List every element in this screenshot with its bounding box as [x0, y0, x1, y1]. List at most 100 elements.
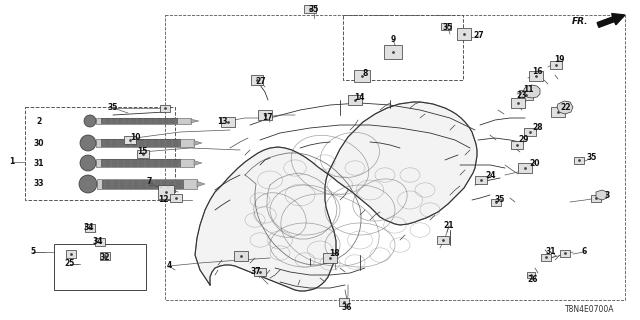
Text: 36: 36 [342, 303, 352, 313]
Text: 23: 23 [516, 92, 527, 100]
Text: 29: 29 [519, 135, 529, 145]
Text: 35: 35 [495, 196, 505, 204]
Text: 35: 35 [108, 103, 118, 113]
Bar [550, 61, 562, 69]
Bar [524, 128, 536, 136]
Circle shape [80, 135, 96, 151]
Text: 31: 31 [546, 247, 556, 257]
Text: 11: 11 [523, 84, 533, 93]
Bar [160, 105, 170, 112]
Bar [165, 15, 625, 300]
Text: 17: 17 [262, 113, 272, 122]
Bar [304, 5, 316, 13]
Text: 1: 1 [10, 157, 15, 166]
Text: 35: 35 [587, 154, 597, 163]
Text: 2: 2 [36, 116, 42, 125]
Text: 10: 10 [130, 133, 140, 142]
Text: 35: 35 [443, 23, 453, 33]
Text: FR.: FR. [572, 18, 588, 27]
Text: 33: 33 [34, 180, 44, 188]
Circle shape [80, 155, 96, 171]
Text: T8N4E0700A: T8N4E0700A [565, 306, 615, 315]
Bar [137, 150, 149, 158]
Text: 13: 13 [217, 117, 227, 126]
Text: 14: 14 [354, 92, 364, 101]
Text: 34: 34 [84, 223, 94, 233]
Text: 31: 31 [34, 158, 44, 167]
Text: 22: 22 [561, 102, 572, 111]
Text: 12: 12 [157, 196, 168, 204]
Text: 8: 8 [362, 69, 368, 78]
Bar [96, 139, 194, 148]
Text: 6: 6 [581, 247, 587, 257]
Bar [541, 254, 551, 261]
Polygon shape [197, 181, 205, 187]
Text: 27: 27 [256, 77, 266, 86]
Bar [96, 159, 194, 167]
Bar [437, 236, 449, 244]
Polygon shape [194, 140, 202, 145]
Bar [475, 176, 487, 184]
Bar [54, 244, 146, 290]
Polygon shape [194, 161, 202, 165]
Text: 3: 3 [604, 191, 610, 201]
Polygon shape [557, 101, 573, 114]
FancyArrow shape [597, 13, 625, 27]
Bar [96, 118, 191, 124]
Bar [101, 118, 178, 124]
Bar [491, 199, 501, 206]
Bar [457, 28, 471, 40]
Bar [221, 117, 235, 127]
Bar [234, 251, 248, 261]
Text: 4: 4 [166, 261, 172, 270]
Bar [170, 194, 182, 202]
Bar [511, 98, 525, 108]
Text: 34: 34 [93, 237, 103, 246]
Bar [519, 90, 533, 100]
Bar [574, 157, 584, 164]
Bar [323, 253, 337, 263]
Text: 18: 18 [329, 249, 339, 258]
Bar [518, 163, 532, 173]
Bar [591, 195, 601, 202]
Bar [551, 107, 565, 117]
Bar [95, 238, 105, 246]
Bar [560, 250, 570, 257]
Circle shape [79, 175, 97, 193]
Polygon shape [596, 190, 607, 200]
Bar [124, 136, 136, 144]
Text: 9: 9 [390, 36, 396, 44]
Bar [251, 75, 263, 85]
Text: 7: 7 [147, 178, 152, 187]
Bar [258, 110, 272, 120]
Bar [66, 250, 76, 258]
Bar [85, 224, 95, 232]
Bar [527, 272, 535, 278]
Bar [384, 45, 402, 59]
Text: 16: 16 [532, 68, 542, 76]
Text: 20: 20 [530, 158, 540, 167]
Bar [343, 15, 463, 80]
Bar [97, 179, 197, 189]
Bar [101, 139, 181, 147]
Bar [339, 298, 349, 306]
Bar [25, 107, 175, 200]
Text: 5: 5 [31, 247, 36, 257]
Polygon shape [191, 119, 199, 123]
Bar [529, 71, 543, 81]
Bar [100, 252, 110, 260]
Bar [441, 23, 451, 30]
Bar [254, 268, 266, 276]
Text: 15: 15 [137, 148, 147, 156]
Polygon shape [524, 85, 540, 98]
Text: 37: 37 [251, 268, 261, 276]
Text: 30: 30 [34, 139, 44, 148]
Text: 32: 32 [100, 253, 110, 262]
Text: 21: 21 [444, 221, 454, 230]
Bar [101, 159, 181, 167]
Bar [354, 70, 370, 82]
Text: 26: 26 [528, 276, 538, 284]
Bar [348, 95, 362, 105]
Bar [102, 180, 184, 188]
Text: 35: 35 [309, 5, 319, 14]
